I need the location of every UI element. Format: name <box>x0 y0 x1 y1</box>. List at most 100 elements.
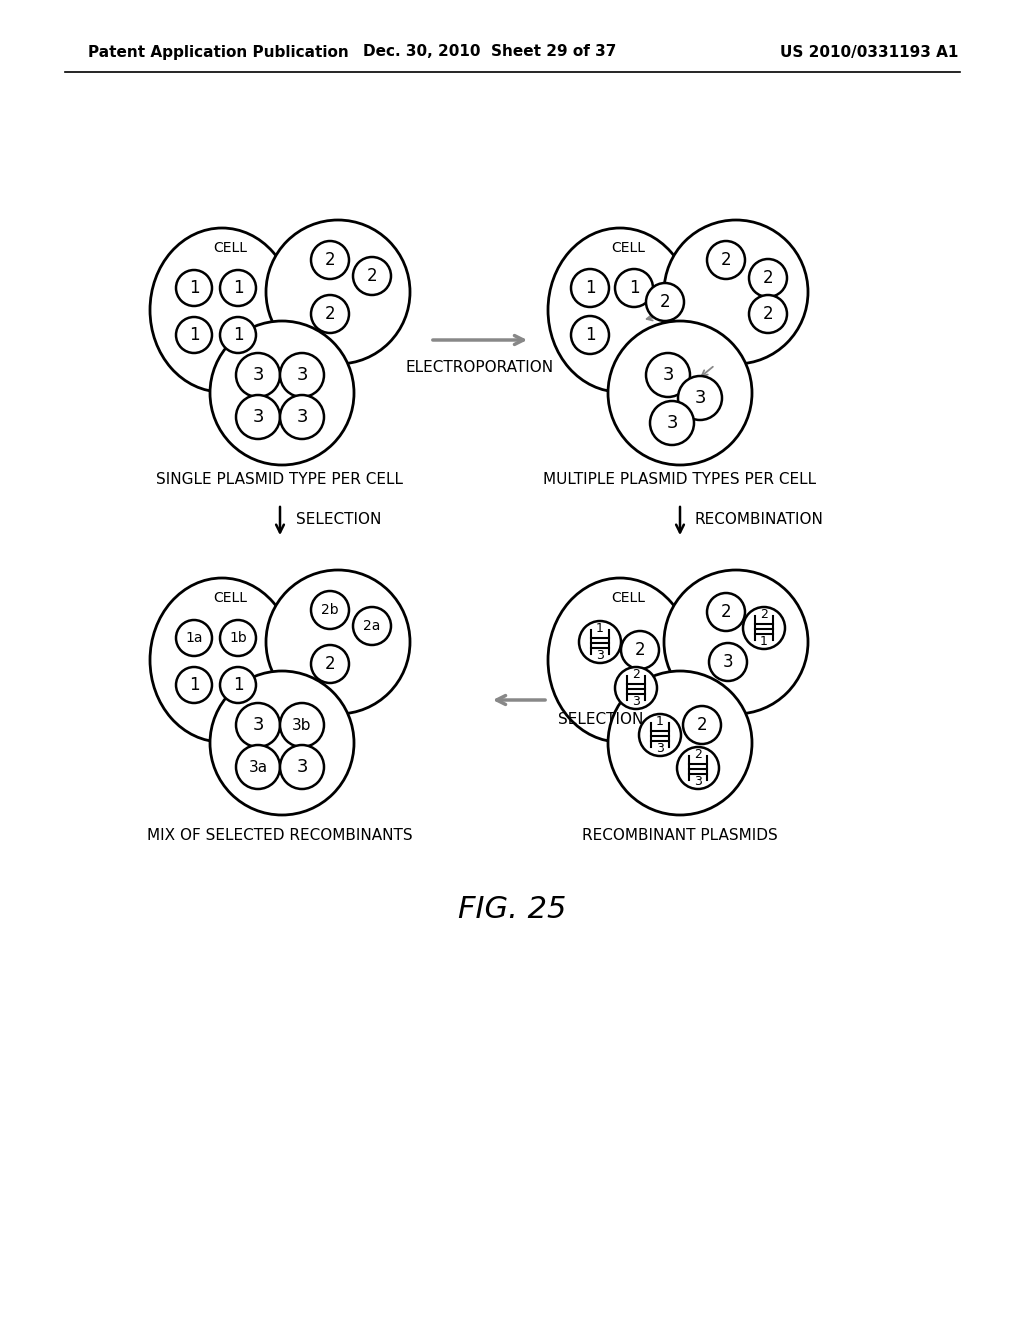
Circle shape <box>266 570 410 714</box>
Text: 3: 3 <box>252 366 264 384</box>
Text: 1: 1 <box>596 623 604 635</box>
Ellipse shape <box>150 578 294 742</box>
Text: 2: 2 <box>659 293 671 312</box>
Circle shape <box>677 747 719 789</box>
Circle shape <box>621 631 659 669</box>
Circle shape <box>220 620 256 656</box>
Circle shape <box>615 667 657 709</box>
Circle shape <box>650 401 694 445</box>
Text: 1: 1 <box>760 635 768 648</box>
Text: 2: 2 <box>696 715 708 734</box>
Circle shape <box>311 242 349 279</box>
Circle shape <box>311 645 349 682</box>
Circle shape <box>236 352 280 397</box>
Circle shape <box>280 395 324 440</box>
Text: 2: 2 <box>325 305 335 323</box>
Ellipse shape <box>548 228 692 392</box>
Text: 2: 2 <box>763 305 773 323</box>
Circle shape <box>280 744 324 789</box>
Text: 2: 2 <box>325 251 335 269</box>
Circle shape <box>749 259 787 297</box>
Text: RECOMBINATION: RECOMBINATION <box>694 512 823 528</box>
Text: CELL: CELL <box>611 591 645 605</box>
Circle shape <box>664 570 808 714</box>
Circle shape <box>353 607 391 645</box>
Circle shape <box>707 242 745 279</box>
Text: 2: 2 <box>632 668 640 681</box>
Text: 2a: 2a <box>364 619 381 634</box>
Circle shape <box>236 395 280 440</box>
Ellipse shape <box>548 578 692 742</box>
Text: 3: 3 <box>296 366 308 384</box>
Circle shape <box>683 706 721 744</box>
Text: 2: 2 <box>763 269 773 286</box>
Text: 1: 1 <box>232 326 244 345</box>
Circle shape <box>646 352 690 397</box>
Circle shape <box>749 294 787 333</box>
Text: 1: 1 <box>656 715 664 729</box>
Circle shape <box>220 317 256 352</box>
Circle shape <box>236 704 280 747</box>
Circle shape <box>280 704 324 747</box>
Circle shape <box>176 667 212 704</box>
Text: 1: 1 <box>232 279 244 297</box>
Text: MULTIPLE PLASMID TYPES PER CELL: MULTIPLE PLASMID TYPES PER CELL <box>544 473 816 487</box>
Text: FIG. 25: FIG. 25 <box>458 895 566 924</box>
Circle shape <box>571 315 609 354</box>
Circle shape <box>280 352 324 397</box>
Text: 2: 2 <box>635 642 645 659</box>
Text: 3: 3 <box>694 389 706 407</box>
Text: 1: 1 <box>188 676 200 694</box>
Circle shape <box>220 667 256 704</box>
Circle shape <box>743 607 785 649</box>
Text: 1: 1 <box>585 279 595 297</box>
Circle shape <box>608 321 752 465</box>
Text: Dec. 30, 2010  Sheet 29 of 37: Dec. 30, 2010 Sheet 29 of 37 <box>364 45 616 59</box>
Text: RECOMBINANT PLASMIDS: RECOMBINANT PLASMIDS <box>582 828 778 842</box>
Circle shape <box>353 257 391 294</box>
Text: ELECTROPORATION: ELECTROPORATION <box>406 360 554 375</box>
Circle shape <box>664 220 808 364</box>
Text: Patent Application Publication: Patent Application Publication <box>88 45 349 59</box>
Text: 3: 3 <box>723 653 733 671</box>
Text: 2: 2 <box>721 251 731 269</box>
Circle shape <box>707 593 745 631</box>
Text: 3: 3 <box>296 758 308 776</box>
Text: 3: 3 <box>656 742 664 755</box>
Text: 2: 2 <box>325 655 335 673</box>
Circle shape <box>266 220 410 364</box>
Text: 3: 3 <box>296 408 308 426</box>
Text: 1: 1 <box>188 326 200 345</box>
Text: 2: 2 <box>367 267 377 285</box>
Ellipse shape <box>150 228 294 392</box>
Circle shape <box>311 294 349 333</box>
Circle shape <box>571 269 609 308</box>
Text: 3: 3 <box>596 648 604 661</box>
Text: CELL: CELL <box>611 242 645 255</box>
Circle shape <box>210 671 354 814</box>
Text: 1a: 1a <box>185 631 203 645</box>
Circle shape <box>615 269 653 308</box>
Text: 3a: 3a <box>249 759 267 775</box>
Text: 2b: 2b <box>322 603 339 616</box>
Circle shape <box>579 620 621 663</box>
Text: MIX OF SELECTED RECOMBINANTS: MIX OF SELECTED RECOMBINANTS <box>147 828 413 842</box>
Text: SELECTION: SELECTION <box>558 713 643 727</box>
Circle shape <box>220 271 256 306</box>
Circle shape <box>311 591 349 630</box>
Text: SELECTION: SELECTION <box>296 512 381 528</box>
Text: 1b: 1b <box>229 631 247 645</box>
Circle shape <box>678 376 722 420</box>
Text: SINGLE PLASMID TYPE PER CELL: SINGLE PLASMID TYPE PER CELL <box>157 473 403 487</box>
Text: CELL: CELL <box>213 591 247 605</box>
Text: 3: 3 <box>252 408 264 426</box>
Text: 1: 1 <box>188 279 200 297</box>
Text: 3: 3 <box>663 366 674 384</box>
Text: 3: 3 <box>667 414 678 432</box>
Text: 3: 3 <box>694 775 701 788</box>
Text: 3: 3 <box>252 715 264 734</box>
Text: 1: 1 <box>232 676 244 694</box>
Text: 2: 2 <box>760 609 768 622</box>
Circle shape <box>639 714 681 756</box>
Circle shape <box>709 643 746 681</box>
